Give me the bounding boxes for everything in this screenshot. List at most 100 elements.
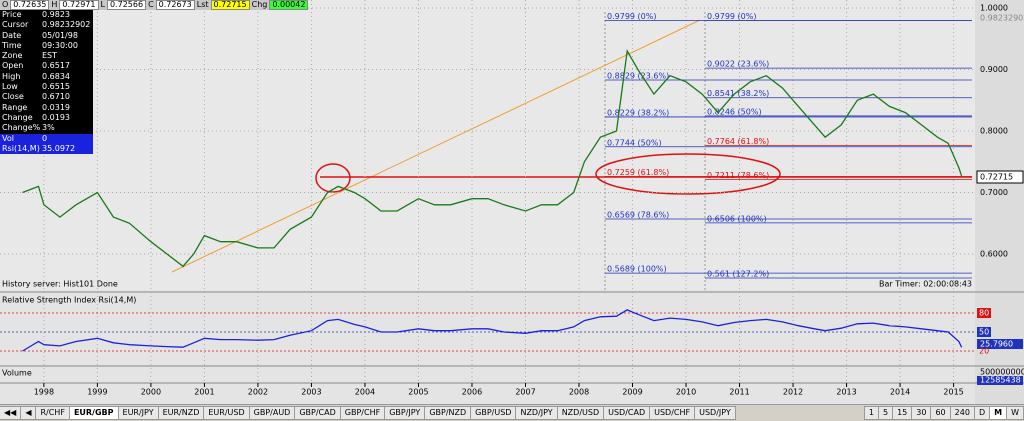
field-label: H — [51, 0, 58, 9]
data-row: Close 0.6710 — [0, 92, 93, 102]
symbol-tab[interactable]: GBP/CHF — [339, 406, 386, 420]
fib-right-label: 0.9799 (0%) — [707, 12, 756, 21]
volume-scale: 5000000000 — [980, 368, 1024, 377]
chart: History server: Hist101 Done Bar Timer: … — [0, 0, 1024, 397]
field-value: 0.72673 — [155, 0, 195, 10]
data-label: Time — [2, 40, 22, 50]
data-label: Change% — [2, 123, 41, 133]
timeframe-button[interactable]: 30 — [911, 406, 932, 420]
x-tick-label: 2003 — [301, 388, 321, 397]
fib-right-label: 0.8541 (38.2%) — [707, 89, 769, 98]
field-label: L — [100, 0, 105, 9]
data-label: Change — [2, 112, 33, 122]
field-value: 0.72971 — [59, 0, 99, 10]
x-tick-label: 2004 — [355, 388, 375, 397]
data-value: 0.0319 — [42, 102, 70, 112]
data-value: 3% — [42, 123, 55, 133]
timeframe-button[interactable]: 5 — [878, 406, 894, 420]
data-row: Vol 0 — [0, 133, 93, 144]
y-tick-label: 0.9000 — [980, 65, 1008, 74]
bar-timer: Bar Timer: 02:00:08:43 — [879, 280, 972, 289]
data-row: Low 0.6515 — [0, 82, 93, 92]
rsi-tick-label: 50 — [979, 328, 989, 337]
data-value: 0.6515 — [42, 82, 70, 92]
data-row: Open 0.6517 — [0, 61, 93, 71]
symbol-tab[interactable]: GBP/AUD — [248, 406, 296, 420]
highlight-circle — [315, 163, 351, 193]
fib-right-label: 0.9022 (23.6%) — [707, 60, 769, 69]
trend-line — [171, 19, 701, 273]
data-row: Price 0.9823 — [0, 10, 93, 20]
symbol-tab[interactable]: EUR/GBP — [68, 406, 119, 420]
data-label: Rsi(14,M) — [2, 143, 40, 153]
data-row: Range 0.0319 — [0, 103, 93, 113]
fib-left-label: 0.6569 (78.6%) — [607, 211, 669, 220]
data-value: 0.98232902 — [42, 20, 91, 30]
rsi-line — [22, 309, 963, 352]
fib-left-label: 0.9799 (0%) — [607, 12, 656, 21]
symbol-tab[interactable]: GBP/USD — [470, 406, 517, 420]
x-tick-label: 1998 — [34, 388, 54, 397]
timeframe-button[interactable]: 240 — [949, 406, 975, 420]
data-value: 0.6517 — [42, 61, 70, 71]
data-label: Range — [2, 102, 28, 112]
symbol-tabs: ◀◀ ◀ R/CHF EUR/GBP EUR/JPY EUR/NZD EUR/USD GBP/… — [0, 404, 1024, 421]
highlight-ellipse — [595, 153, 781, 195]
symbol-tab[interactable]: USD/JPY — [694, 406, 736, 420]
timeframe-button[interactable]: 60 — [930, 406, 951, 420]
data-row: Date 05/01/98 — [0, 31, 93, 41]
symbol-tab[interactable]: EUR/JPY — [117, 406, 159, 420]
field-label: Chg — [251, 0, 268, 9]
data-row: Rsi(14,M) 35.0972 — [0, 143, 93, 155]
symbol-tab[interactable]: GBP/CAD — [294, 406, 341, 420]
x-tick-label: 2011 — [729, 388, 749, 397]
x-tick-label: 2010 — [676, 388, 696, 397]
rsi-tick-label: 80 — [979, 309, 989, 318]
price-panel — [0, 0, 975, 290]
symbol-tab[interactable]: EUR/USD — [203, 406, 250, 420]
fib-left-label: 0.7259 (61.8%) — [607, 168, 669, 177]
data-value: 0.6834 — [42, 71, 70, 81]
timeframe-button[interactable]: W — [1006, 406, 1024, 420]
data-row: Time 09:30:00 — [0, 41, 93, 51]
x-tick-label: 2012 — [783, 388, 803, 397]
scroll-button[interactable]: ◀ — [20, 406, 37, 420]
data-label: Vol — [2, 133, 14, 143]
symbol-tab[interactable]: R/CHF — [35, 406, 70, 420]
y-tick-label: 1.0000 — [980, 3, 1008, 12]
symbol-tab[interactable]: EUR/NZD — [157, 406, 205, 420]
symbol-tab[interactable]: GBP/NZD — [424, 406, 472, 420]
field-value: 0.72566 — [106, 0, 147, 10]
timeframe-button[interactable]: 1 — [863, 406, 879, 420]
x-tick-label: 2015 — [943, 388, 963, 397]
symbol-tab[interactable]: USD/CHF — [649, 406, 696, 420]
data-value: 35.0972 — [42, 143, 76, 153]
spacer — [735, 412, 865, 414]
cursor-price: 0.98232902 — [980, 14, 1024, 23]
symbol-tab[interactable]: GBP/JPY — [384, 406, 426, 420]
symbol-tab[interactable]: NZD/JPY — [515, 406, 558, 420]
scroll-button[interactable]: ◀◀ — [0, 406, 22, 420]
timeframe-button[interactable]: D — [973, 406, 991, 420]
x-tick-label: 2013 — [836, 388, 856, 397]
field-value: 0.00042 — [269, 0, 309, 10]
fib-right-label: 0.6506 (100%) — [707, 214, 767, 223]
timeframe-button[interactable]: M — [989, 406, 1008, 420]
data-value: 0.6710 — [42, 92, 70, 102]
fib-left-label: 0.5689 (100%) — [607, 265, 667, 274]
price-line — [22, 49, 963, 268]
volume-title: Volume — [2, 369, 32, 378]
rsi-last-box — [977, 339, 1023, 349]
symbol-tab[interactable]: USD/CAD — [603, 406, 651, 420]
data-value: EST — [42, 51, 58, 61]
timeframe-button[interactable]: 15 — [892, 406, 913, 420]
rsi-level-box — [977, 308, 991, 319]
rsi-level-box — [977, 327, 991, 338]
fib-right-label: 0.8246 (50%) — [707, 107, 762, 116]
fib-left-label: 0.8829 (23.6%) — [607, 72, 669, 81]
y-tick-label: 0.8000 — [980, 127, 1008, 136]
data-row: Change 0.0193 — [0, 113, 93, 123]
data-value: 09:30:00 — [42, 40, 78, 50]
symbol-tab[interactable]: NZD/USD — [556, 406, 605, 420]
